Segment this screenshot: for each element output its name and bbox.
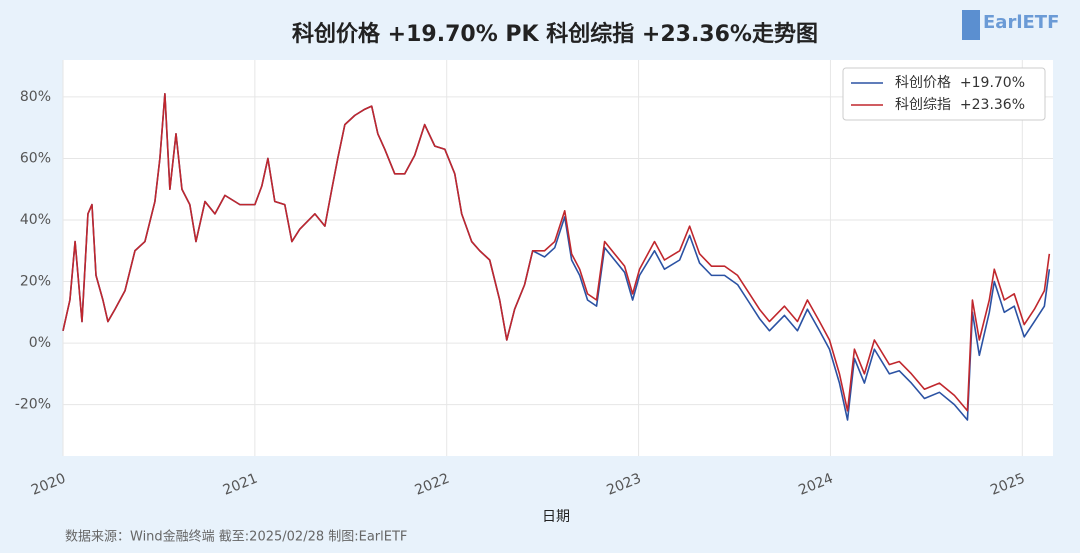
- source-note: 数据来源：Wind金融终端 截至:2025/02/28 制图:EarlETF: [65, 529, 407, 545]
- y-tick-label: 0%: [29, 335, 51, 351]
- logo: EarlETF: [983, 12, 1059, 33]
- x-axis-label: 日期: [542, 509, 570, 525]
- series-line: [62, 93, 1051, 412]
- y-tick-label: -20%: [15, 397, 51, 413]
- plot-area: [63, 60, 1053, 456]
- y-tick-label: 40%: [20, 212, 51, 228]
- legend-label: 科创价格 +19.70%: [895, 75, 1025, 91]
- y-tick-label: 80%: [20, 89, 51, 105]
- legend-box: [842, 67, 1046, 121]
- logo-icon: [962, 10, 980, 40]
- y-tick-label: 60%: [20, 150, 51, 166]
- chart-title: 科创价格 +19.70% PK 科创综指 +23.36%走势图: [292, 21, 818, 47]
- y-tick-label: 20%: [20, 274, 51, 290]
- legend-label: 科创综指 +23.36%: [895, 97, 1025, 113]
